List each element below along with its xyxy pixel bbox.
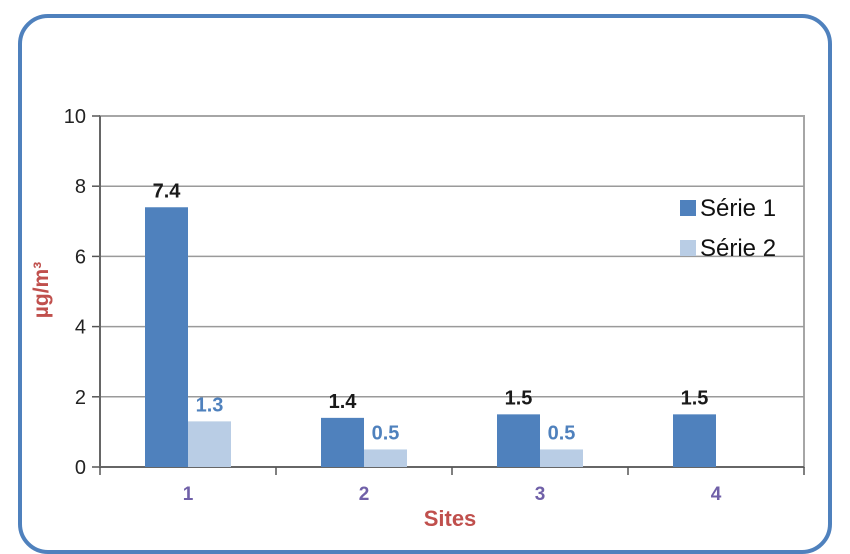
data-label-series-1-site-4: 1.5 (681, 387, 709, 409)
bar-series-1-site-3 (497, 414, 540, 467)
legend-label-serie-1: Série 1 (700, 195, 776, 222)
data-label-series-1-site-2: 1.4 (329, 391, 358, 413)
data-label-series-1-site-3: 1.5 (505, 387, 533, 409)
data-label-series-1-site-1: 7.4 (153, 180, 182, 202)
y-tick-label: 0 (75, 457, 86, 479)
bar-series-2-site-1 (188, 421, 231, 467)
bar-series-1-site-2 (321, 417, 364, 467)
y-tick-label: 10 (64, 106, 86, 128)
y-axis-title: µg/m³ (30, 262, 53, 318)
bars (145, 207, 716, 467)
bar-series-1-site-4 (673, 414, 716, 467)
data-label-series-2-site-2: 0.5 (372, 422, 400, 444)
y-tick-label: 6 (75, 246, 86, 268)
data-label-series-2-site-3: 0.5 (548, 422, 576, 444)
y-tick-label: 2 (75, 387, 86, 409)
bar-series-2-site-3 (540, 449, 583, 467)
bar-series-2-site-2 (364, 449, 407, 467)
y-tick-label: 4 (75, 317, 86, 339)
x-tick-label: 4 (711, 484, 722, 505)
legend-swatch-serie-2 (680, 240, 696, 256)
legend-swatch-serie-1 (680, 200, 696, 216)
x-tick-label: 2 (359, 484, 370, 505)
x-tick-label: 3 (535, 484, 546, 505)
data-labels: 7.4 1.3 1.4 0.5 1.5 0.5 1.5 (153, 180, 709, 444)
x-tick-label: 1 (183, 484, 194, 505)
bar-series-1-site-1 (145, 207, 188, 467)
legend: Série 1 Série 2 (680, 195, 776, 262)
y-tick-label: 8 (75, 176, 86, 198)
data-label-series-2-site-1: 1.3 (196, 394, 224, 416)
legend-label-serie-2: Série 2 (700, 235, 776, 262)
x-axis-title: Sites (424, 506, 477, 531)
